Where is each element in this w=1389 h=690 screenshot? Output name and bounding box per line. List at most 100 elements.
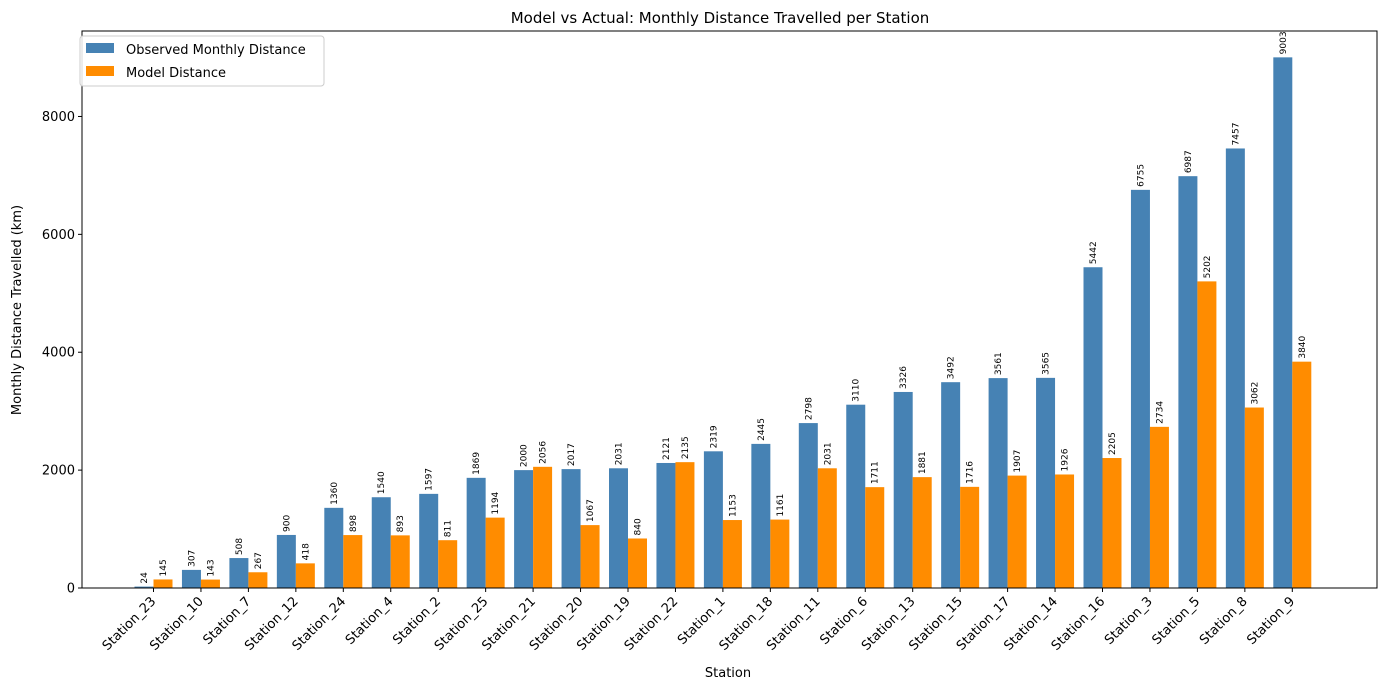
bar-value-label: 2734 <box>1155 401 1165 424</box>
plot-frame <box>81 30 1378 589</box>
observed-bar-Station_8 <box>1225 148 1245 588</box>
observed-bar-Station_15 <box>941 382 961 588</box>
bar-value-label: 1161 <box>776 494 786 517</box>
observed-bar-Station_12 <box>276 534 296 588</box>
observed-bar-Station_11 <box>798 423 818 588</box>
observed-bar-Station_25 <box>466 477 486 588</box>
bar-value-label: 3565 <box>1042 352 1052 375</box>
observed-bar-Station_21 <box>514 470 534 588</box>
model-bar-Station_10 <box>200 579 220 588</box>
bar-value-label: 24 <box>140 572 150 584</box>
bar-value-label: 2031 <box>615 442 625 465</box>
legend-swatch-observed <box>86 43 114 53</box>
bar-value-label: 840 <box>634 518 644 535</box>
observed-bar-Station_2 <box>419 493 439 588</box>
observed-bar-Station_14 <box>1036 377 1056 588</box>
x-tick-label: Station_8 <box>1197 594 1251 648</box>
observed-bar-Station_17 <box>988 378 1008 588</box>
y-tick-label: 4000 <box>42 346 75 361</box>
bar-value-label: 2031 <box>823 442 833 465</box>
bar-value-label: 1907 <box>1013 450 1023 473</box>
bar-value-label: 1540 <box>377 471 387 494</box>
bar-value-label: 2017 <box>567 443 577 466</box>
observed-bar-Station_5 <box>1178 176 1198 589</box>
model-bar-Station_8 <box>1244 407 1264 588</box>
model-bar-Station_22 <box>675 462 695 588</box>
bar-value-label: 143 <box>206 559 216 576</box>
observed-bar-Station_18 <box>751 443 771 588</box>
bar-value-label: 307 <box>187 550 197 567</box>
bar-value-label: 9003 <box>1279 31 1289 54</box>
x-tick-label: Station_4 <box>343 594 397 648</box>
x-axis-label: Station <box>705 666 751 681</box>
bar-value-label: 2000 <box>520 444 530 467</box>
bar-value-label: 900 <box>282 514 292 531</box>
bar-value-label: 3062 <box>1250 382 1260 405</box>
observed-bar-Station_24 <box>324 507 344 588</box>
model-bar-Station_5 <box>1197 281 1217 588</box>
bar-value-label: 6755 <box>1136 164 1146 187</box>
bar-value-label: 2121 <box>662 437 672 460</box>
y-tick-label: 8000 <box>42 110 75 125</box>
model-bar-Station_2 <box>438 540 458 588</box>
bar-value-label: 2445 <box>757 418 767 441</box>
model-bar-Station_16 <box>1102 458 1122 588</box>
observed-bar-Station_3 <box>1130 189 1150 588</box>
model-bar-Station_3 <box>1149 426 1169 588</box>
observed-bar-Station_7 <box>229 558 249 588</box>
bar-value-label: 1360 <box>330 482 340 505</box>
model-bar-Station_4 <box>390 535 410 588</box>
bar-value-label: 3840 <box>1298 335 1308 358</box>
bar-value-label: 1926 <box>1061 448 1071 471</box>
legend-label-observed: Observed Monthly Distance <box>126 43 306 58</box>
bar-value-label: 2319 <box>709 425 719 448</box>
observed-bar-Station_22 <box>656 462 676 588</box>
y-axis-ticks: 0 2000 4000 6000 8000 <box>42 110 82 597</box>
observed-bar-Station_23 <box>134 586 154 588</box>
bar-value-label: 1881 <box>918 451 928 474</box>
observed-bar-Station_9 <box>1273 57 1293 589</box>
model-bar-Station_9 <box>1292 361 1312 588</box>
bar-value-label: 2798 <box>804 397 814 420</box>
model-bar-Station_12 <box>295 563 315 588</box>
bar-value-label: 898 <box>349 515 359 532</box>
observed-bar-Station_20 <box>561 469 581 588</box>
chart-title: Model vs Actual: Monthly Distance Travel… <box>511 9 930 27</box>
bar-value-label: 1153 <box>728 494 738 517</box>
bar-value-label: 2056 <box>539 441 549 464</box>
model-bar-Station_14 <box>1055 474 1075 588</box>
bar-value-label: 7457 <box>1231 123 1241 146</box>
observed-bar-Station_4 <box>371 497 391 588</box>
y-axis-label: Monthly Distance Travelled (km) <box>10 205 25 415</box>
legend: Observed Monthly Distance Model Distance <box>79 35 325 87</box>
model-bar-Station_17 <box>1007 475 1027 588</box>
bar-value-label: 1597 <box>425 468 435 491</box>
y-tick-label: 2000 <box>42 464 75 479</box>
x-tick-label: Station_5 <box>1149 594 1203 648</box>
bar-value-label: 3561 <box>994 352 1004 375</box>
legend-swatch-model <box>86 66 114 76</box>
model-bar-Station_7 <box>248 572 268 588</box>
bar-value-label: 1194 <box>491 491 501 514</box>
bar-value-label: 1067 <box>586 499 596 522</box>
bar-value-label: 3492 <box>947 356 957 379</box>
bar-value-label: 1716 <box>966 461 976 484</box>
model-bar-Station_1 <box>722 520 742 588</box>
bar-value-label: 418 <box>301 543 311 560</box>
bar-value-label: 3110 <box>852 379 862 402</box>
model-bar-Station_11 <box>817 468 837 588</box>
observed-bar-Station_6 <box>846 404 866 588</box>
model-bar-Station_23 <box>153 579 173 588</box>
model-bar-Station_18 <box>770 519 790 588</box>
model-bar-Station_24 <box>343 535 363 588</box>
bar-value-label: 3326 <box>899 366 909 389</box>
legend-box <box>79 35 325 87</box>
observed-bar-Station_1 <box>703 451 723 588</box>
bar-value-label: 1711 <box>871 461 881 484</box>
y-tick-label: 0 <box>67 582 75 597</box>
bar-value-label: 893 <box>396 515 406 532</box>
bar-value-label: 1869 <box>472 452 482 475</box>
model-bar-Station_25 <box>485 517 505 588</box>
bar-value-label: 508 <box>235 538 245 555</box>
